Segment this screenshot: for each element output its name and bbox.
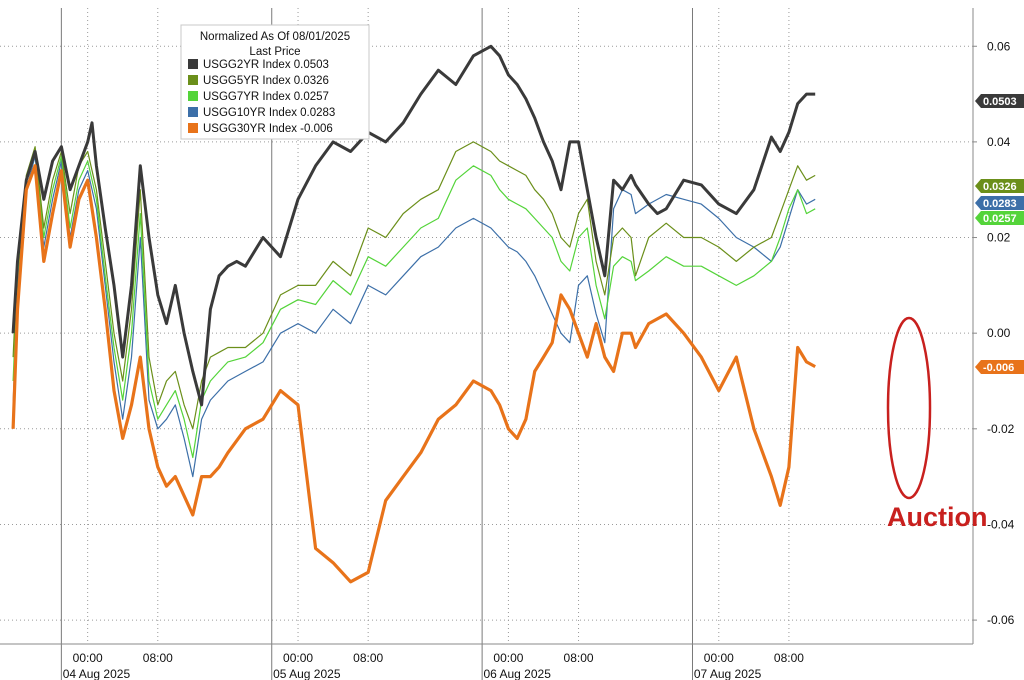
legend-items: USGG2YR Index 0.0503 USGG5YR Index 0.0326…	[188, 59, 335, 135]
y-tick-labels: 0.06 0.04 0.02 0.00 -0.02 -0.04 -0.06	[973, 39, 1015, 627]
x-date-label: 07 Aug 2025	[694, 667, 762, 680]
x-tick-label: 08:00	[564, 651, 594, 665]
legend-box	[180, 24, 370, 140]
legend-entry: USGG5YR Index 0.0326	[203, 75, 329, 87]
y-tick-label: 0.00	[987, 326, 1011, 340]
x-tick-label: 00:00	[73, 651, 103, 665]
series-line-usgg2yr	[11, 44, 816, 407]
tag-background	[975, 94, 1024, 108]
last-value-tag: 0.0257	[975, 211, 1024, 225]
legend-swatch	[188, 75, 198, 85]
tag-value: 0.0257	[983, 213, 1017, 225]
x-tick-label: 00:00	[283, 651, 313, 665]
x-tick-label: 00:00	[493, 651, 523, 665]
y-tick-label: -0.02	[987, 422, 1015, 436]
y-tick-label: -0.04	[987, 517, 1015, 531]
x-tick-label: 08:00	[774, 651, 804, 665]
last-value-tag: 0.0283	[975, 196, 1024, 210]
last-value-tag: 0.0503	[975, 94, 1024, 108]
legend-subtitle: Last Price	[249, 46, 300, 58]
tag-background	[975, 360, 1024, 374]
auction-label: Auction	[887, 502, 988, 532]
legend: Normalized As Of 08/01/2025 Last Price U…	[180, 24, 370, 140]
x-tick-label: 00:00	[704, 651, 734, 665]
legend-swatch	[188, 59, 198, 69]
last-value-tags: 0.0503 0.0326 0.0257 0.0283 -0.006	[975, 94, 1024, 374]
x-tick-label: 08:00	[143, 651, 173, 665]
day-separators	[60, 8, 693, 680]
legend-swatch	[188, 107, 198, 117]
tag-background	[975, 211, 1024, 225]
x-date-label: 05 Aug 2025	[273, 667, 341, 680]
x-tick-label: 08:00	[353, 651, 383, 665]
series-line-usgg5yr	[12, 141, 816, 430]
legend-swatch	[188, 91, 198, 101]
legend-entry: USGG10YR Index 0.0283	[203, 107, 335, 119]
tag-background	[975, 196, 1024, 210]
legend-entry: USGG30YR Index -0.006	[203, 123, 333, 135]
legend-title: Normalized As Of 08/01/2025	[200, 31, 350, 43]
tag-background	[975, 179, 1024, 193]
last-value-tag: 0.0326	[975, 179, 1024, 193]
series-line-usgg10yr	[12, 155, 816, 478]
legend-swatch	[188, 123, 198, 133]
x-date-label: 04 Aug 2025	[63, 667, 131, 680]
tag-value: -0.006	[983, 362, 1014, 374]
y-tick-label: 0.06	[987, 39, 1011, 53]
y-tick-label: -0.06	[987, 613, 1015, 627]
tag-value: 0.0326	[983, 181, 1017, 193]
series-line-usgg7yr	[12, 150, 816, 459]
y-tick-label: 0.02	[987, 231, 1011, 245]
legend-entry: USGG7YR Index 0.0257	[203, 91, 329, 103]
series-lines	[11, 44, 816, 584]
auction-ellipse	[886, 316, 932, 500]
series-line-usgg30yr	[11, 164, 816, 584]
x-date-label: 06 Aug 2025	[483, 667, 551, 680]
tag-value: 0.0283	[983, 198, 1017, 210]
legend-entry: USGG2YR Index 0.0503	[203, 59, 329, 71]
last-value-tag: -0.006	[975, 360, 1024, 374]
x-tick-labels: 00:00 08:00 00:00 08:00 00:00 08:00 00:00 08:00…	[63, 651, 805, 680]
tag-value: 0.0503	[983, 96, 1017, 108]
y-tick-label: 0.04	[987, 135, 1011, 149]
